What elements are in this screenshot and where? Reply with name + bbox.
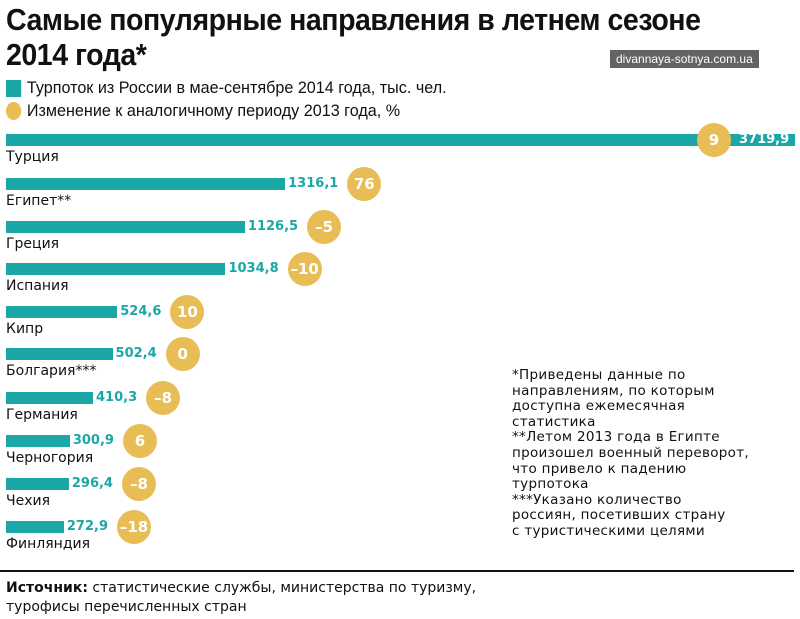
value-label: 300,9: [72, 433, 114, 448]
change-circle: –8: [121, 467, 156, 501]
bar: [6, 521, 64, 533]
value-label: 1126,5: [247, 219, 299, 234]
footnotes: *Приведены данные по направлениям, по ко…: [512, 367, 749, 539]
value-label: 1034,8: [228, 261, 279, 276]
change-circle: 9: [697, 123, 731, 157]
category-label: Финляндия: [6, 536, 91, 552]
value-label: 272,9: [66, 519, 108, 534]
change-circle: 0: [165, 337, 200, 371]
bar: [6, 478, 69, 490]
category-label: Германия: [6, 407, 78, 423]
value-label: 410,3: [96, 390, 138, 405]
change-circle: –10: [287, 252, 322, 286]
source-text-2: турофисы перечисленных стран: [6, 599, 247, 615]
change-circle: –8: [146, 381, 181, 415]
value-label: 296,4: [71, 476, 113, 491]
value-label: 1316,1: [288, 176, 339, 191]
source-text: статистические службы, министерства по т…: [87, 580, 477, 596]
legend-item-change: Изменение к аналогичному периоду 2013 го…: [6, 101, 400, 121]
legend-label: Изменение к аналогичному периоду 2013 го…: [26, 101, 401, 120]
change-circle: 10: [170, 295, 205, 329]
chart-title: Самые популярные направления в летнем се…: [6, 2, 701, 72]
divider: [0, 570, 794, 572]
source: Источник: статистические службы, министе…: [6, 579, 476, 617]
value-label: 524,6: [120, 304, 162, 319]
change-circle: 76: [347, 167, 382, 201]
watermark: divannaya-sotnya.com.ua: [610, 50, 759, 68]
legend-circle-icon: [6, 102, 22, 120]
category-label: Кипр: [6, 321, 44, 337]
bar: [6, 435, 70, 447]
bar: [6, 348, 113, 360]
category-label: Болгария***: [6, 363, 97, 379]
bar: [6, 263, 226, 275]
bar: [6, 178, 286, 190]
source-label: Источник:: [6, 580, 88, 596]
change-circle: 6: [122, 424, 157, 458]
legend-square-icon: [6, 79, 22, 97]
legend-label: Турпоток из России в мае-сентябре 2014 г…: [26, 78, 447, 97]
change-circle: –18: [117, 510, 151, 544]
value-label: 3719,9: [739, 132, 790, 147]
bar: [6, 306, 118, 318]
bar: [6, 221, 245, 233]
category-label: Чехия: [6, 493, 51, 509]
category-label: Турция: [6, 149, 59, 165]
category-label: Испания: [6, 278, 69, 294]
value-label: 502,4: [115, 346, 157, 361]
legend-item-flow: Турпоток из России в мае-сентябре 2014 г…: [6, 78, 447, 98]
change-circle: –5: [307, 210, 342, 244]
bar: [6, 392, 94, 404]
category-label: Черногория: [6, 450, 94, 466]
category-label: Греция: [6, 236, 60, 252]
bar: [6, 134, 795, 146]
category-label: Египет**: [6, 193, 72, 209]
